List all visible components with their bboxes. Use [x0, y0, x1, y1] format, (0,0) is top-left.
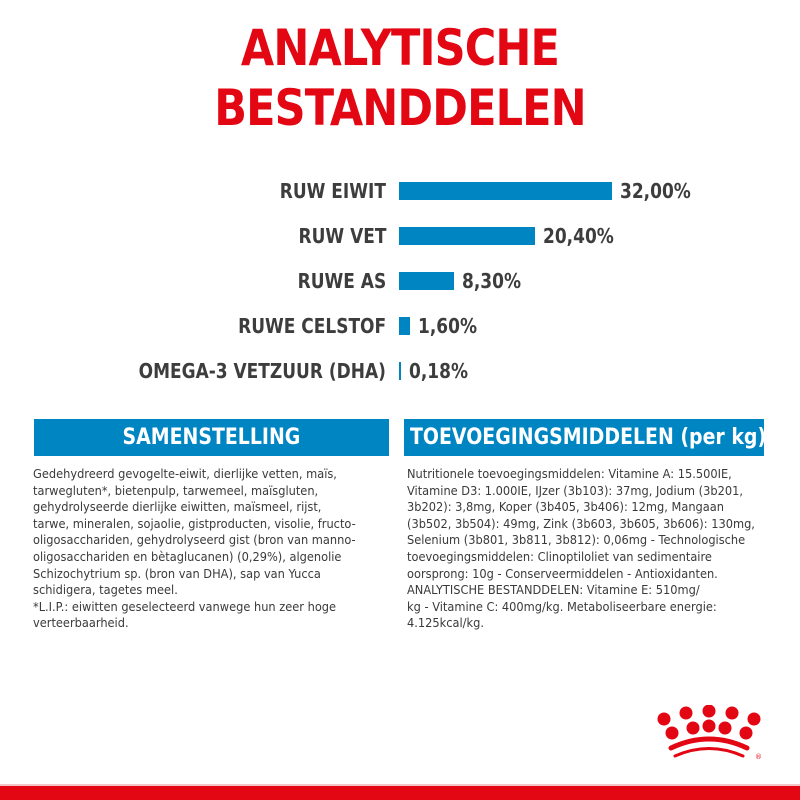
- royal-canin-crown-icon: ®: [655, 704, 770, 775]
- chart-bar: [399, 227, 535, 245]
- trademark-symbol: ®: [755, 753, 762, 761]
- chart-bar: [399, 182, 612, 200]
- chart-row-ruw-vet: RUW VET 20,40%: [0, 221, 800, 251]
- footer-bar: [0, 786, 800, 800]
- chart-row-label: RUWE CELSTOF: [237, 314, 386, 338]
- chart-row-value: 8,30%: [462, 269, 522, 293]
- chart-bar: [399, 362, 401, 380]
- footer-divider: [0, 784, 800, 786]
- chart-row-ruw-eiwit: RUW EIWIT 32,00%: [0, 176, 800, 206]
- chart-row-label: RUWE AS: [297, 269, 386, 293]
- chart-row-label: RUW EIWIT: [279, 179, 386, 203]
- toevoegingsmiddelen-header: TOEVOEGINGSMIDDELEN (per kg): [404, 419, 764, 456]
- chart-row-ruwe-as: RUWE AS 8,30%: [0, 266, 800, 296]
- samenstelling-header-label: SAMENSTELLING: [122, 425, 301, 450]
- chart-row-value: 1,60%: [417, 314, 477, 338]
- chart-row-value: 32,00%: [620, 179, 691, 203]
- toevoegingsmiddelen-text: Nutritionele toevoegingsmiddelen: Vitami…: [407, 466, 755, 631]
- nutrient-bar-chart: RUW EIWIT 32,00% RUW VET 20,40% RUWE AS …: [0, 176, 800, 386]
- chart-row-value: 20,40%: [542, 224, 614, 248]
- chart-row-label: OMEGA-3 VETZUUR (DHA): [138, 359, 386, 383]
- chart-row-omega3-dha: OMEGA-3 VETZUUR (DHA) 0,18%: [0, 356, 800, 386]
- chart-bar: [399, 317, 410, 335]
- samenstelling-text: Gedehydreerd gevogelte-eiwit, dierlijke …: [33, 466, 356, 631]
- page-title: ANALYTISCHE BESTANDDELEN: [214, 19, 586, 137]
- chart-row-label: RUW VET: [298, 224, 386, 248]
- toevoegingsmiddelen-header-label: TOEVOEGINGSMIDDELEN (per kg): [410, 425, 764, 450]
- chart-row-ruwe-celstof: RUWE CELSTOF 1,60%: [0, 311, 800, 341]
- chart-row-value: 0,18%: [409, 359, 468, 383]
- chart-bar: [399, 272, 455, 290]
- samenstelling-header: SAMENSTELLING: [34, 419, 389, 456]
